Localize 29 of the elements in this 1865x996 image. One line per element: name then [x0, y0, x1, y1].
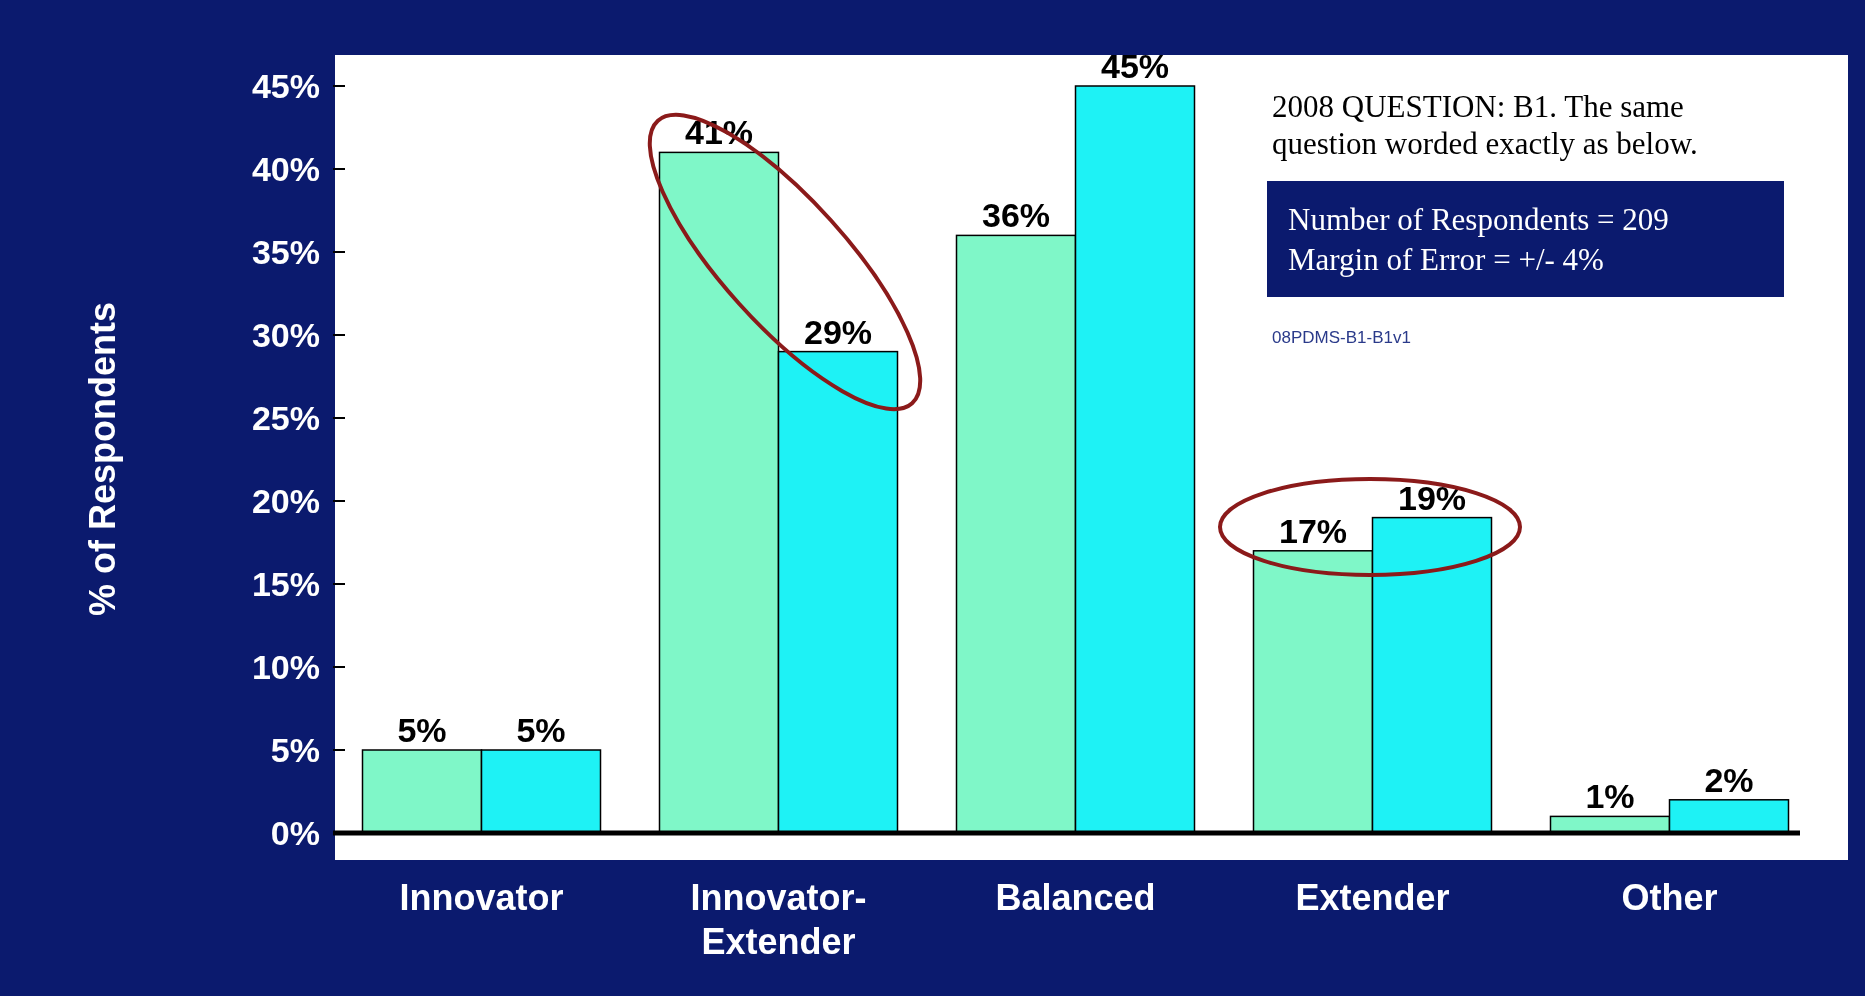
- data-label: 36%: [981, 196, 1051, 235]
- x-tick-label: Extender: [1295, 877, 1450, 918]
- y-tick-label: 25%: [251, 399, 320, 437]
- y-tick-label: 5%: [270, 731, 320, 769]
- text-box: Number of Respondents = 209 Margin of Error = +/- 4%: [1267, 181, 1784, 297]
- y-tick-label: 30%: [251, 316, 320, 354]
- y-tick-label: 0%: [270, 814, 320, 852]
- data-label: 29%: [803, 312, 873, 351]
- y-tick-label: 35%: [251, 233, 320, 271]
- data-label: 5%: [397, 711, 447, 749]
- data-label: 2%: [1704, 760, 1754, 799]
- data-label: 17%: [1278, 511, 1348, 550]
- y-tick-label: 45%: [251, 67, 320, 105]
- y-tick-label: 10%: [251, 648, 320, 686]
- x-tick-label: Other: [1621, 877, 1718, 918]
- x-tick-label: Balanced: [995, 877, 1156, 918]
- annotation: 2008 QUESTION: B1. The same question worded exactly as below.: [1272, 89, 1698, 161]
- y-axis-title: % of Respondents: [82, 301, 123, 617]
- y-tick-label: 20%: [251, 482, 320, 520]
- data-label: 45%: [1100, 47, 1170, 85]
- data-label: 5%: [516, 711, 566, 749]
- annotation: 08PDMS-B1-B1v1: [1272, 328, 1411, 347]
- data-label: 19%: [1397, 478, 1467, 517]
- y-tick-label: 40%: [251, 150, 320, 188]
- x-tick-label: Innovator: [399, 877, 564, 918]
- x-tick-label: Innovator-Extender: [690, 877, 867, 962]
- annotation: Number of Respondents = 209 Margin of Error = +/- 4%: [1288, 202, 1669, 277]
- y-tick-label: 15%: [251, 565, 320, 603]
- data-label: 1%: [1585, 777, 1635, 816]
